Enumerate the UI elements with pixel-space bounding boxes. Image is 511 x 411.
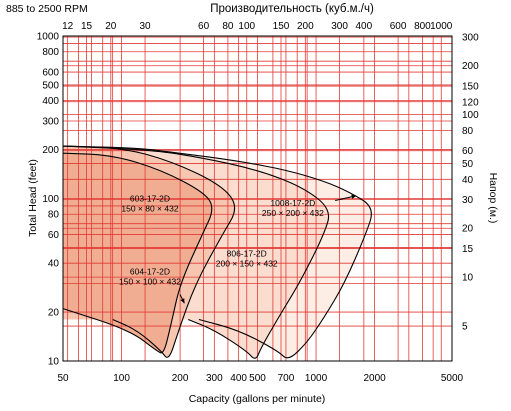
x-tick-label: 100 (113, 373, 130, 384)
curve-label: 250 × 200 × 432 (262, 208, 324, 218)
y-tick-label: 500 (42, 80, 59, 91)
curve-region-4 (63, 153, 212, 353)
top-axis-title: Производительность (куб.м./ч) (210, 3, 374, 15)
x-tick-label: 2000 (363, 373, 386, 384)
x2-tick-label: 200 (297, 21, 314, 32)
x2-tick-label: 100 (238, 21, 255, 32)
y-tick-label: 80 (48, 210, 60, 221)
y2-tick-label: 100 (462, 110, 479, 121)
curve-label: 604-17-2D (130, 267, 170, 277)
x-tick-label: 1000 (305, 373, 328, 384)
curve-label: 200 × 150 × 432 (216, 258, 278, 268)
x-tick-label: 500 (249, 373, 266, 384)
x2-tick-label: 400 (356, 21, 373, 32)
y-tick-label: 60 (48, 230, 60, 241)
y2-tick-label: 60 (462, 146, 474, 157)
x2-tick-label: 300 (331, 21, 348, 32)
y2-tick-label: 80 (462, 126, 474, 137)
y-tick-label: 600 (42, 68, 59, 79)
x2-tick-label: 600 (390, 21, 407, 32)
curve-outline-2 (62, 145, 330, 359)
curve-label: 806-17-2D (227, 248, 267, 258)
y2-tick-label: 300 (462, 33, 479, 44)
y2-tick-label: 200 (462, 61, 479, 72)
y2-tick-label: 50 (462, 159, 474, 170)
x2-tick-label: 80 (222, 21, 234, 32)
curve-label: 150 × 100 × 432 (119, 277, 181, 287)
curve-label: 603-17-2D (130, 193, 170, 203)
y2-tick-label: 40 (462, 175, 474, 186)
x2-tick-label: 30 (139, 21, 151, 32)
y-tick-label: 40 (48, 259, 60, 270)
x2-tick-label: 12 (62, 21, 74, 32)
y2-tick-label: 10 (462, 273, 474, 284)
curve-outline-3 (62, 145, 236, 358)
y2-tick-label: 5 (462, 322, 468, 333)
x2-tick-label: 1000 (430, 21, 453, 32)
y-tick-label: 1000 (37, 32, 60, 43)
y2-tick-label: 120 (462, 97, 479, 108)
label-pointer-arrowhead (180, 298, 185, 304)
right-axis-title: Напор (м.) (487, 173, 499, 224)
x2-tick-label: 60 (198, 21, 210, 32)
x2-tick-label: 150 (273, 21, 290, 32)
chart-subtitle: 885 to 2500 RPM (6, 3, 88, 15)
x-tick-label: 300 (206, 373, 223, 384)
x-tick-label: 50 (57, 373, 69, 384)
y-tick-label: 300 (42, 116, 59, 127)
curve-layer (63, 146, 372, 359)
y-tick-label: 400 (42, 96, 59, 107)
y2-tick-label: 20 (462, 224, 474, 235)
outline-layer (62, 145, 372, 359)
curve-label: 150 × 80 × 432 (121, 203, 178, 213)
curve-label: 1008-17-2D (270, 198, 315, 208)
bottom-axis-title: Capacity (gallons per minute) (189, 393, 326, 405)
grid-layer (63, 36, 452, 361)
y-tick-label: 800 (42, 47, 59, 58)
y2-tick-label: 150 (462, 82, 479, 93)
y-tick-label: 10 (48, 357, 60, 368)
y-tick-label: 100 (42, 194, 59, 205)
curve-outline-1 (62, 145, 372, 359)
y-tick-label: 200 (42, 145, 59, 156)
y-tick-label: 20 (48, 308, 60, 319)
y2-tick-label: 30 (462, 195, 474, 206)
label-pointer-arrowhead (351, 194, 357, 199)
x2-tick-label: 20 (105, 21, 117, 32)
x-tick-label: 400 (230, 373, 247, 384)
x-tick-label: 5000 (441, 373, 464, 384)
x-tick-label: 200 (172, 373, 189, 384)
plot-frame (62, 35, 453, 362)
y2-tick-label: 15 (462, 244, 474, 255)
curve-outline-4 (62, 152, 213, 354)
x-tick-label: 700 (278, 373, 295, 384)
left-axis-title: Total Head (feet) (27, 159, 39, 237)
x2-tick-label: 800 (414, 21, 431, 32)
x2-tick-label: 15 (81, 21, 93, 32)
